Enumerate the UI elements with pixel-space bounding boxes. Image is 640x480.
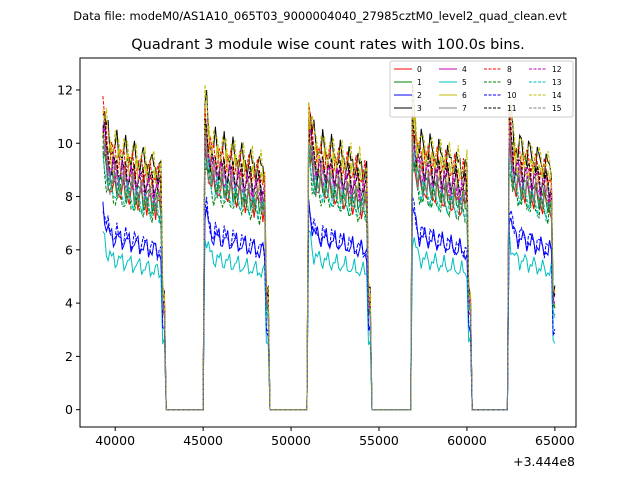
legend-label: 7 <box>462 104 467 113</box>
y-tick-label: 12 <box>57 82 73 97</box>
legend-box <box>389 60 574 118</box>
legend-label: 13 <box>552 78 562 87</box>
x-tick-label: 55000 <box>359 433 399 448</box>
x-tick-label: 45000 <box>183 433 223 448</box>
plot-lines <box>102 84 556 411</box>
legend-label: 12 <box>552 65 562 74</box>
x-tick-label: 50000 <box>271 433 311 448</box>
plot-frame <box>79 57 577 428</box>
legend-label: 2 <box>417 91 422 100</box>
x-axis: 40000 45000 50000 55000 60000 65000 <box>95 427 575 448</box>
legend-label: 15 <box>552 104 562 113</box>
legend-label: 0 <box>417 65 422 74</box>
legend-label: 3 <box>417 104 422 113</box>
series-line-8 <box>102 96 556 411</box>
series-line-5 <box>102 229 556 411</box>
legend-label: 10 <box>507 91 517 100</box>
series-line-15 <box>102 135 556 411</box>
chart-title: Quadrant 3 module wise count rates with … <box>131 37 525 53</box>
series-line-2 <box>102 199 556 411</box>
y-tick-label: 6 <box>65 242 73 257</box>
x-tick-label: 65000 <box>535 433 575 448</box>
x-tick-label: 60000 <box>447 433 487 448</box>
y-tick-label: 8 <box>65 189 73 204</box>
y-tick-label: 0 <box>65 402 73 417</box>
y-axis: 0 2 4 6 8 10 12 <box>57 82 80 417</box>
legend-label: 9 <box>507 78 512 87</box>
x-offset-label: +3.444e8 <box>513 454 575 469</box>
y-tick-label: 2 <box>65 349 73 364</box>
y-tick-label: 4 <box>65 296 73 311</box>
series-line-10 <box>102 196 556 411</box>
legend-label: 6 <box>462 91 467 100</box>
legend-label: 1 <box>417 78 422 87</box>
legend-label: 5 <box>462 78 467 87</box>
legend-label: 14 <box>552 91 562 100</box>
legend-label: 4 <box>462 65 467 74</box>
legend-label: 11 <box>507 104 517 113</box>
x-tick-label: 40000 <box>95 433 135 448</box>
legend-label: 8 <box>507 65 512 74</box>
chart-suptitle: Data file: modeM0/AS1A10_065T03_90000040… <box>73 9 567 23</box>
series-line-12 <box>102 120 556 411</box>
y-tick-label: 10 <box>57 136 73 151</box>
